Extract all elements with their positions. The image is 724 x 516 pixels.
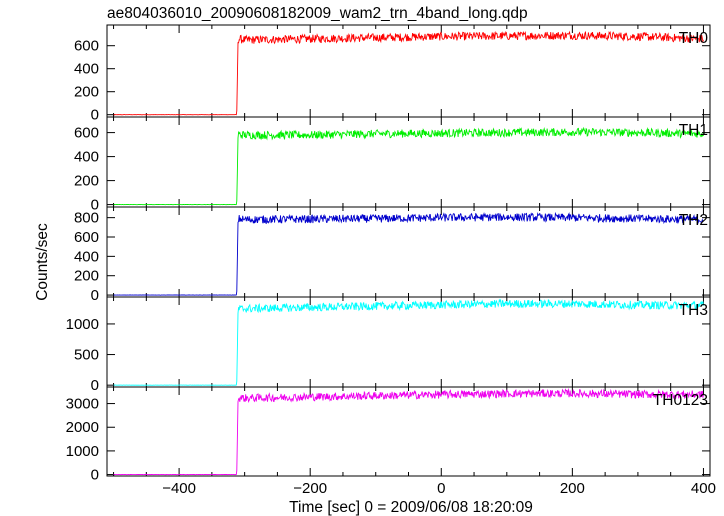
panel-frame [106,386,711,477]
y-tick-label: 600 [74,125,99,142]
series-th0 [113,30,704,116]
y-tick-label: 200 [74,268,99,285]
y-tick-label: 3000 [66,396,99,413]
x-tick-label: 200 [560,480,585,497]
y-tick-label: 0 [91,377,99,394]
y-tick-label: 0 [91,107,99,124]
y-tick-label: 400 [74,61,99,78]
series-th0123 [113,388,704,476]
y-tick-label: 400 [74,248,99,265]
x-tick-label: 400 [691,480,716,497]
panel-frame [106,296,711,388]
y-tick-label: 2000 [66,419,99,436]
panel-label-th0123: TH0123 [653,392,708,409]
y-tick-label: 0 [91,467,99,484]
series-th1 [113,126,704,206]
y-tick-label: 600 [74,229,99,246]
panel-label-th0: TH0 [679,30,709,47]
y-tick-label: 400 [74,149,99,166]
x-axis-label: Time [sec] 0 = 2009/06/08 18:20:09 [289,499,533,516]
y-axis-label: Counts/sec [34,223,51,301]
chart-title: ae804036010_20090608182009_wam2_trn_4ban… [107,5,528,22]
panel-th1: 0 200 400 600 TH1 [74,116,711,214]
panels-group: 0 200 400 600 TH0 0 200 400 600 TH1 0 200 400 600 800 T… [66,24,711,484]
y-tick-label: 600 [74,38,99,55]
panel-th0123: 0 1000 2000 3000 TH0123 [66,386,711,484]
y-tick-label: 0 [91,287,99,304]
y-tick-label: 800 [74,210,99,227]
panel-label-th3: TH3 [679,302,708,319]
y-tick-label: 0 [91,197,99,214]
panel-th2: 0 200 400 600 800 TH2 [74,206,711,304]
series-th2 [113,211,704,296]
panel-label-th2: TH2 [679,212,708,229]
y-tick-label: 200 [74,84,99,101]
x-axis: −400 −200 0 200 400 [162,480,716,497]
y-tick-label: 200 [74,173,99,190]
x-tick-label: −400 [162,480,196,497]
x-tick-label: −200 [293,480,327,497]
panel-label-th1: TH1 [679,122,708,139]
y-tick-label: 1000 [66,443,99,460]
x-tick-label: 0 [437,480,445,497]
panel-th0: 0 200 400 600 TH0 [74,24,711,124]
y-tick-label: 500 [74,347,99,364]
y-tick-label: 1000 [66,316,99,333]
panel-th3: 0 500 1000 TH3 [66,296,711,394]
series-th3 [113,298,704,386]
